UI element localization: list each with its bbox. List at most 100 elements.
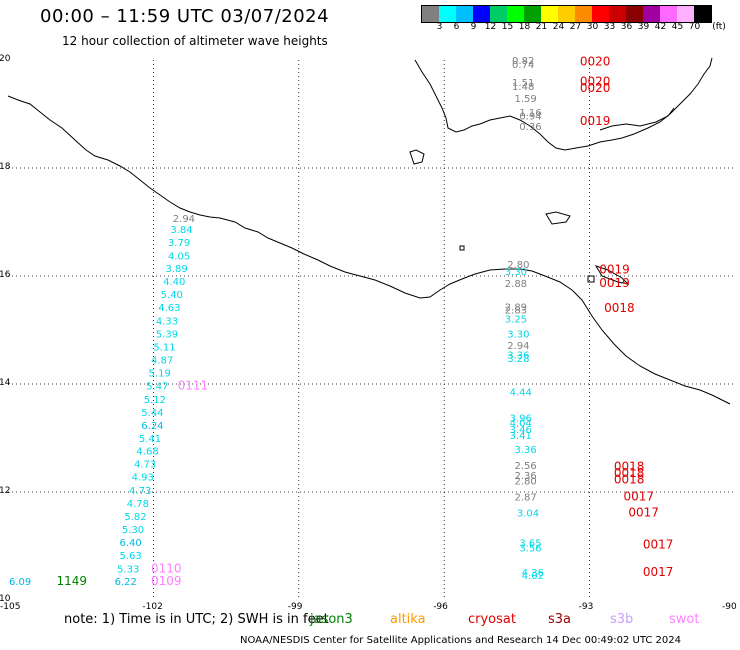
pass-time-tag: 0020	[580, 81, 611, 95]
wave-height-value: 3.41	[510, 431, 532, 442]
longitude-label: -93	[578, 602, 594, 612]
wave-height-value: 5.11	[153, 343, 175, 354]
pass-time-tag: 0019	[599, 262, 630, 276]
wave-height-value: 0.82	[512, 56, 534, 67]
wave-height-value: 1.51	[512, 78, 534, 89]
wave-height-value: 3.89	[166, 264, 188, 275]
color-scale-label: 12	[484, 22, 497, 32]
pass-time-tag: 0111	[178, 378, 209, 392]
wave-height-value: 1.16	[519, 108, 541, 119]
wave-height-value: 0.94	[519, 111, 541, 122]
wave-height-observations: 2.943.843.794.053.894.405.404.634.335.39…	[9, 56, 544, 588]
longitude-label: -96	[433, 602, 448, 612]
color-swatch	[541, 6, 558, 22]
wave-height-value: 5.39	[156, 330, 178, 341]
pass-time-tag: 0018	[614, 459, 645, 473]
color-scale-label: 15	[501, 22, 514, 32]
color-scale-label: 33	[603, 22, 616, 32]
wave-height-value: 6.22	[115, 577, 137, 588]
island-3	[594, 265, 630, 285]
color-scale-bar	[421, 5, 712, 23]
color-swatch	[490, 6, 507, 22]
wave-height-value: 3.04	[517, 508, 539, 519]
pass-time-tag: 0109	[151, 574, 182, 588]
pass-time-tag: 0018	[614, 472, 645, 486]
latitude-label: 18	[0, 162, 11, 172]
wave-height-value: 3.84	[170, 225, 192, 236]
island-2	[545, 211, 571, 225]
pass-time-tag: 0017	[643, 565, 674, 579]
color-scale-label: 42	[654, 22, 667, 32]
color-swatch	[524, 6, 541, 22]
latitude-label: 12	[0, 486, 11, 496]
lat-lon-grid	[8, 60, 735, 600]
wave-height-value: 3.79	[168, 238, 190, 249]
wave-height-value: 4.73	[129, 486, 151, 497]
wave-height-value: 5.82	[124, 512, 146, 523]
wave-height-value: 3.30	[505, 267, 527, 278]
island-1	[409, 149, 425, 165]
pass-time-tag: 0110	[151, 561, 182, 575]
yucatan-lagoon	[599, 107, 675, 131]
wave-height-value: 5.40	[161, 290, 183, 301]
wave-height-value: 0.74	[512, 60, 534, 71]
wave-height-value: 0.36	[519, 122, 541, 133]
pass-time-tag: 0018	[614, 466, 645, 480]
wave-height-value: 3.96	[510, 413, 532, 424]
color-scale-label: 30	[586, 22, 599, 32]
color-scale-unit: (ft)	[712, 22, 726, 32]
satellite-name-s3b: s3b	[610, 612, 634, 627]
wave-height-value: 6.40	[119, 538, 141, 549]
wave-height-value: 4.44	[510, 387, 532, 398]
wave-height-value: 2.80	[507, 260, 529, 271]
wave-height-value: 6.09	[9, 577, 31, 588]
color-swatch	[456, 6, 473, 22]
color-swatch	[473, 6, 490, 22]
color-swatch	[575, 6, 592, 22]
pass-time-tag: 0018	[604, 301, 635, 315]
wave-height-value: 2.94	[507, 341, 529, 352]
color-swatch	[439, 6, 456, 22]
wave-height-value: 5.47	[146, 381, 168, 392]
footnote: note: 1) Time is in UTC; 2) SWH is in fe…	[64, 612, 329, 627]
island-5	[459, 245, 465, 251]
color-scale-label: 3	[436, 22, 443, 32]
pass-time-tag: 0017	[628, 505, 659, 519]
color-swatch	[643, 6, 660, 22]
wave-height-value: 4.68	[136, 447, 158, 458]
wave-height-value: 6.24	[141, 421, 163, 432]
wave-height-value: 3.56	[519, 543, 541, 554]
island-4	[587, 275, 595, 283]
wave-height-value: 4.87	[151, 355, 173, 366]
latitude-label: 20	[0, 54, 11, 64]
wave-height-value: 5.33	[117, 564, 139, 575]
color-swatch	[558, 6, 575, 22]
wave-height-value: 2.88	[505, 279, 527, 290]
color-swatch	[677, 6, 694, 22]
color-swatch	[694, 6, 711, 22]
pass-time-tag: 0019	[599, 276, 630, 290]
color-swatch	[592, 6, 609, 22]
latitude-label: 14	[0, 378, 11, 388]
latitude-label: 10	[0, 594, 11, 604]
color-swatch	[422, 6, 439, 22]
pass-time-tag: 0017	[643, 538, 674, 552]
wave-height-value: 2.83	[505, 305, 527, 316]
color-scale-label: 21	[535, 22, 548, 32]
color-scale-label: 36	[620, 22, 633, 32]
wave-height-value: 3.65	[519, 539, 541, 550]
wave-height-value: 4.63	[158, 303, 180, 314]
wave-height-value: 4.04	[510, 419, 532, 430]
color-scale-label: 39	[637, 22, 650, 32]
wave-height-value: 4.40	[163, 277, 185, 288]
color-scale-label: 70	[688, 22, 701, 32]
wave-height-value: 3.36	[514, 445, 536, 456]
wave-height-value: 4.93	[132, 473, 154, 484]
credit-line: NOAA/NESDIS Center for Satellite Applica…	[240, 635, 682, 646]
color-scale-label: 24	[552, 22, 565, 32]
color-swatch	[609, 6, 626, 22]
pass-time-tag: 0017	[624, 490, 655, 504]
wave-height-value: 3.46	[510, 425, 532, 436]
wave-height-value: 1.59	[514, 94, 536, 105]
